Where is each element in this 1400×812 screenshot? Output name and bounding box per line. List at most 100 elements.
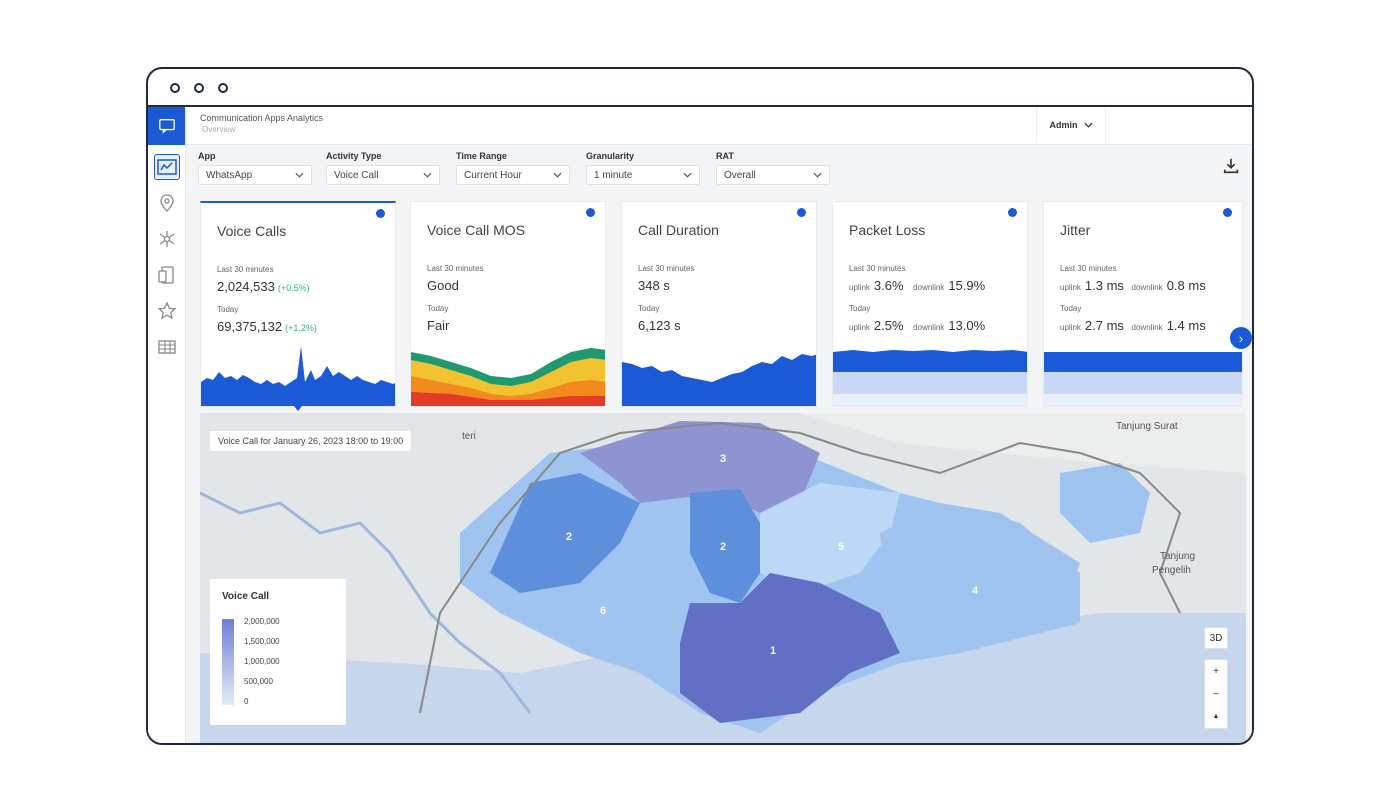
downlink-label: downlink <box>1131 323 1163 332</box>
compass-button[interactable]: ▲ <box>1212 713 1220 721</box>
downlink-value: 15.9% <box>948 278 986 293</box>
choropleth-map[interactable]: Voice Call for January 26, 2023 18:00 to… <box>200 413 1246 743</box>
metric-value: uplink 2.5% downlink 13.0% <box>849 318 985 333</box>
place-label: Tanjung <box>1160 551 1196 562</box>
info-icon[interactable] <box>1008 208 1017 217</box>
info-icon[interactable] <box>797 208 806 217</box>
kpi-card-packet-loss[interactable]: Packet Loss Last 30 minutes uplink 3.6% d… <box>832 201 1028 407</box>
legend-tick: 1,000,000 <box>244 657 280 666</box>
activity-type-select[interactable]: Voice Call <box>326 165 440 185</box>
delta-text: (+0.5%) <box>277 283 310 293</box>
filter-granularity: Granularity 1 minute <box>586 151 700 185</box>
uplink-label: uplink <box>1060 283 1081 292</box>
kpi-card-voice-call-mos[interactable]: Voice Call MOS Last 30 minutes Good Toda… <box>410 201 606 407</box>
info-icon[interactable] <box>376 209 385 218</box>
filter-label: RAT <box>716 151 734 161</box>
card-title: Voice Calls <box>217 223 287 239</box>
card-title: Jitter <box>1060 222 1091 238</box>
window-dot <box>194 83 204 93</box>
download-icon[interactable] <box>1222 157 1240 175</box>
user-menu-label: Admin <box>1049 120 1078 130</box>
sidebar <box>148 107 186 743</box>
mos-stacked-chart <box>411 348 605 406</box>
card-title: Voice Call MOS <box>427 222 526 238</box>
metric-value: 2,024,533 (+0.5%) <box>217 279 310 294</box>
uplink-label: uplink <box>849 283 870 292</box>
granularity-select[interactable]: 1 minute <box>586 165 700 185</box>
selected-card-indicator <box>294 406 302 411</box>
metric-value: uplink 3.6% downlink 15.9% <box>849 278 985 293</box>
delta-text: (+1.2%) <box>285 323 317 333</box>
metric-value: uplink 1.3 ms downlink 0.8 ms <box>1060 278 1206 293</box>
downlink-label: downlink <box>1131 283 1163 292</box>
sparkline-chart <box>833 350 1027 406</box>
rat-select[interactable]: Overall <box>716 165 830 185</box>
sparkline-chart <box>622 354 816 406</box>
period-caption: Last 30 minutes <box>849 264 906 273</box>
sidebar-item-location[interactable] <box>148 185 185 221</box>
app-container: Communication Apps Analytics Overview Ad… <box>148 107 1252 743</box>
app-select[interactable]: WhatsApp <box>198 165 312 185</box>
location-icon <box>159 194 174 212</box>
filter-activity-type: Activity Type Voice Call <box>326 151 440 185</box>
carousel-next-button[interactable]: › <box>1230 327 1252 349</box>
period-caption: Last 30 minutes <box>427 264 484 273</box>
chat-icon <box>158 119 175 134</box>
period-caption: Last 30 minutes <box>638 264 695 273</box>
legend-title: Voice Call <box>222 591 270 602</box>
downlink-value: 1.4 ms <box>1166 318 1206 333</box>
map-3d-button[interactable]: 3D <box>1204 627 1228 649</box>
chevron-down-icon <box>1083 122 1093 128</box>
uplink-value: 2.7 ms <box>1084 318 1124 333</box>
window-dot <box>218 83 228 93</box>
sidebar-item-network[interactable] <box>148 221 185 257</box>
metric-value: 6,123 s <box>638 318 681 333</box>
downlink-value: 0.8 ms <box>1166 278 1206 293</box>
legend-gradient <box>222 619 234 705</box>
uplink-value: 3.6% <box>873 278 904 293</box>
sidebar-item-table[interactable] <box>148 329 185 365</box>
sidebar-item-favorites[interactable] <box>148 293 185 329</box>
legend-tick: 2,000,000 <box>244 617 280 626</box>
metric-value: 348 s <box>638 278 670 293</box>
kpi-card-voice-calls[interactable]: Voice Calls Last 30 minutes 2,024,533 (+0… <box>200 201 396 407</box>
select-value: 1 minute <box>594 169 633 181</box>
zoom-in-button[interactable]: + <box>1213 665 1219 677</box>
filter-app: App WhatsApp <box>198 151 312 185</box>
breadcrumb[interactable]: Overview <box>202 125 236 134</box>
uplink-label: uplink <box>1060 323 1081 332</box>
window-titlebar <box>148 69 1252 107</box>
metric-value: 69,375,132 (+1.2%) <box>217 319 317 334</box>
sidebar-item-devices[interactable] <box>148 257 185 293</box>
region-label: 2 <box>720 541 727 553</box>
zoom-out-button[interactable]: − <box>1213 688 1219 700</box>
map-time-banner: Voice Call for January 26, 2023 18:00 to… <box>210 431 412 451</box>
select-value: WhatsApp <box>206 169 253 181</box>
uplink-value: 1.3 ms <box>1084 278 1124 293</box>
kpi-card-jitter[interactable]: Jitter Last 30 minutes uplink 1.3 ms down… <box>1043 201 1243 407</box>
user-menu[interactable]: Admin <box>1036 107 1106 143</box>
metric-value: Good <box>427 278 459 293</box>
region-label: 5 <box>838 541 845 553</box>
kpi-card-call-duration[interactable]: Call Duration Last 30 minutes 348 s Toda… <box>621 201 817 407</box>
map-canvas <box>200 413 1246 743</box>
filter-label: Time Range <box>456 151 507 161</box>
info-icon[interactable] <box>586 208 595 217</box>
info-icon[interactable] <box>1223 208 1232 217</box>
legend-tick: 0 <box>244 697 249 706</box>
sidebar-item-dashboard[interactable] <box>148 149 185 185</box>
time-range-select[interactable]: Current Hour <box>456 165 570 185</box>
legend-tick: 500,000 <box>244 677 273 686</box>
sidebar-home[interactable] <box>148 107 185 145</box>
value-text: 69,375,132 <box>217 319 283 334</box>
browser-window: Communication Apps Analytics Overview Ad… <box>146 67 1254 745</box>
metric-value: Fair <box>427 318 450 333</box>
card-title: Packet Loss <box>849 222 926 238</box>
app-header: Communication Apps Analytics Overview Ad… <box>186 107 1252 145</box>
period-caption: Today <box>427 304 449 313</box>
chevron-down-icon <box>423 172 432 178</box>
uplink-label: uplink <box>849 323 870 332</box>
chevron-down-icon <box>813 172 822 178</box>
star-icon <box>156 301 177 320</box>
app-title: Communication Apps Analytics <box>200 113 324 123</box>
